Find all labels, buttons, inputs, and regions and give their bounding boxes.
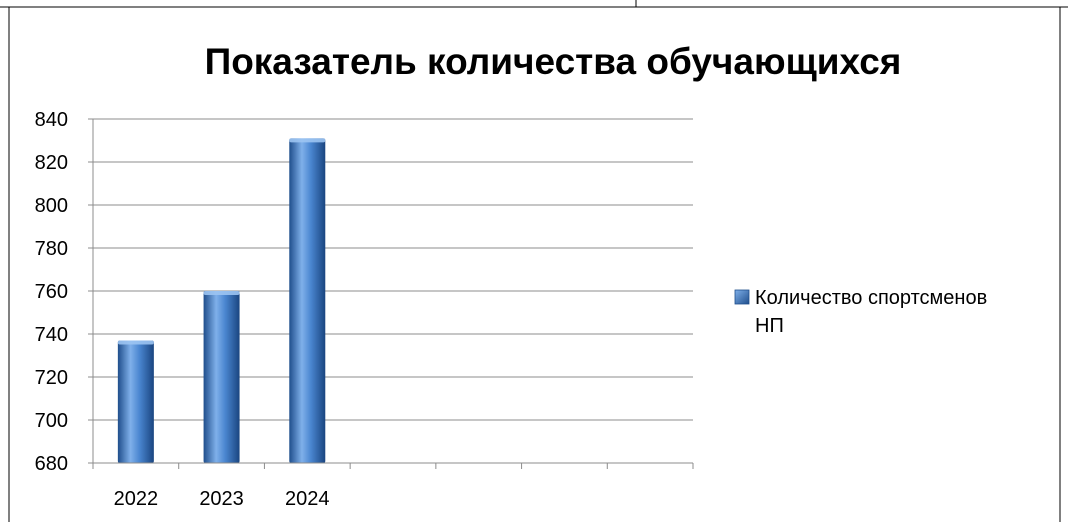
y-tick-label-740: 740	[35, 324, 68, 346]
y-tick-label-680: 680	[35, 453, 68, 475]
x-tick-label-2022: 2022	[114, 488, 159, 510]
chart-title: Показатель количества обучающихся	[205, 41, 902, 82]
bar-2024	[289, 138, 326, 463]
legend-label-line-1: Количество спортсменов	[755, 287, 987, 309]
legend: Количество спортсменов НП	[734, 287, 987, 337]
y-tick-label-780: 780	[35, 238, 68, 260]
y-tick-label-820: 820	[35, 152, 68, 174]
y-tick-label-720: 720	[35, 367, 68, 389]
axes	[92, 119, 694, 469]
bars	[117, 138, 326, 463]
x-tick-label-2023: 2023	[199, 488, 244, 510]
legend-label-line-2: НП	[755, 315, 784, 337]
y-tick-label-760: 760	[35, 281, 68, 303]
bar-top-2023	[203, 291, 240, 295]
bar-2022	[117, 340, 154, 463]
y-tick-label-840: 840	[35, 109, 68, 131]
y-tick-labels: 680 700 720 740 760 780 800 820 840	[35, 109, 68, 475]
bar-top-2022	[117, 340, 154, 345]
bar-2023	[203, 291, 240, 463]
x-tick-label-2024: 2024	[285, 488, 330, 510]
y-tick-label-800: 800	[35, 195, 68, 217]
y-tick-label-700: 700	[35, 410, 68, 432]
bar-top-2024	[289, 138, 326, 143]
gridlines	[88, 118, 693, 464]
x-tick-labels: 2022 2023 2024	[114, 488, 330, 510]
legend-swatch	[734, 289, 750, 305]
